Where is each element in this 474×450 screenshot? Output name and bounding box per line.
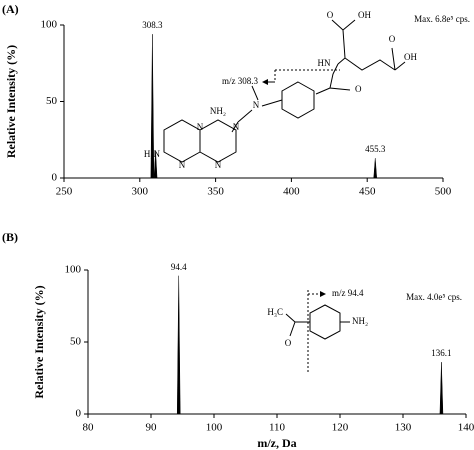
x-tick-label: 400 — [283, 186, 300, 198]
peak-label: 455.3 — [365, 144, 386, 154]
y-tick-label: 100 — [65, 264, 82, 276]
fragment-label: m/z 94.4 — [332, 288, 364, 298]
y-tick-label: 0 — [52, 172, 58, 184]
peak — [153, 150, 158, 179]
x-tick-label: 500 — [435, 186, 452, 198]
peak-label: 94.4 — [171, 262, 187, 272]
intensity-note: Max. 6.8e⁵ cps. — [414, 14, 470, 24]
y-tick-label: 0 — [76, 408, 82, 420]
x-tick-label: 130 — [395, 422, 412, 434]
atom-label: NH₂ — [352, 316, 368, 326]
x-tick-label: 90 — [146, 422, 158, 434]
x-tick-label: 120 — [332, 422, 349, 434]
atom-label: O — [355, 84, 362, 94]
peak-label: 136.1 — [431, 348, 451, 358]
atom-label: NH₂ — [210, 106, 226, 116]
atom-label: N — [197, 122, 204, 132]
peak — [176, 275, 181, 415]
fragment-label: m/z 308.3 — [222, 76, 258, 86]
atom-label: OH — [358, 10, 371, 20]
atom-label: N — [253, 100, 260, 110]
panel-label: (B) — [2, 230, 18, 244]
atom-label: N — [233, 122, 240, 132]
y-axis-label: Relative Intensity (%) — [32, 285, 46, 398]
atom-label: H₃C — [267, 307, 283, 317]
x-tick-label: 80 — [83, 422, 95, 434]
x-tick-label: 110 — [269, 422, 286, 434]
atom-label: N — [215, 160, 222, 170]
peak — [150, 34, 155, 179]
y-tick-label: 50 — [46, 95, 58, 107]
panel-label: (A) — [2, 2, 19, 16]
structure-a: O OH HN O OH O N NH₂ N N H₂N N N m/z 308… — [144, 10, 418, 170]
atom-label: O — [327, 10, 334, 20]
y-tick-label: 100 — [41, 19, 58, 31]
structure-b: H₃C O NH₂ m/z 94.4 — [267, 288, 368, 372]
y-tick-label: 50 — [70, 336, 82, 348]
atom-label: N — [179, 160, 186, 170]
x-tick-label: 140 — [458, 422, 474, 434]
peak — [373, 158, 378, 179]
peak — [439, 362, 444, 415]
x-tick-label: 350 — [207, 186, 224, 198]
x-tick-label: 300 — [132, 186, 149, 198]
x-tick-label: 100 — [206, 422, 223, 434]
atom-label: HN — [318, 58, 331, 68]
x-tick-label: 450 — [359, 186, 376, 198]
atom-label: OH — [404, 52, 417, 62]
atom-label: O — [285, 338, 292, 348]
x-tick-label: 250 — [56, 186, 73, 198]
atom-label: O — [389, 34, 396, 44]
peak-label: 308.3 — [142, 20, 163, 30]
intensity-note: Max. 4.0e⁵ cps. — [406, 292, 462, 302]
y-axis-label: Relative Intensity (%) — [4, 45, 18, 158]
x-axis-label: m/z, Da — [257, 436, 296, 450]
